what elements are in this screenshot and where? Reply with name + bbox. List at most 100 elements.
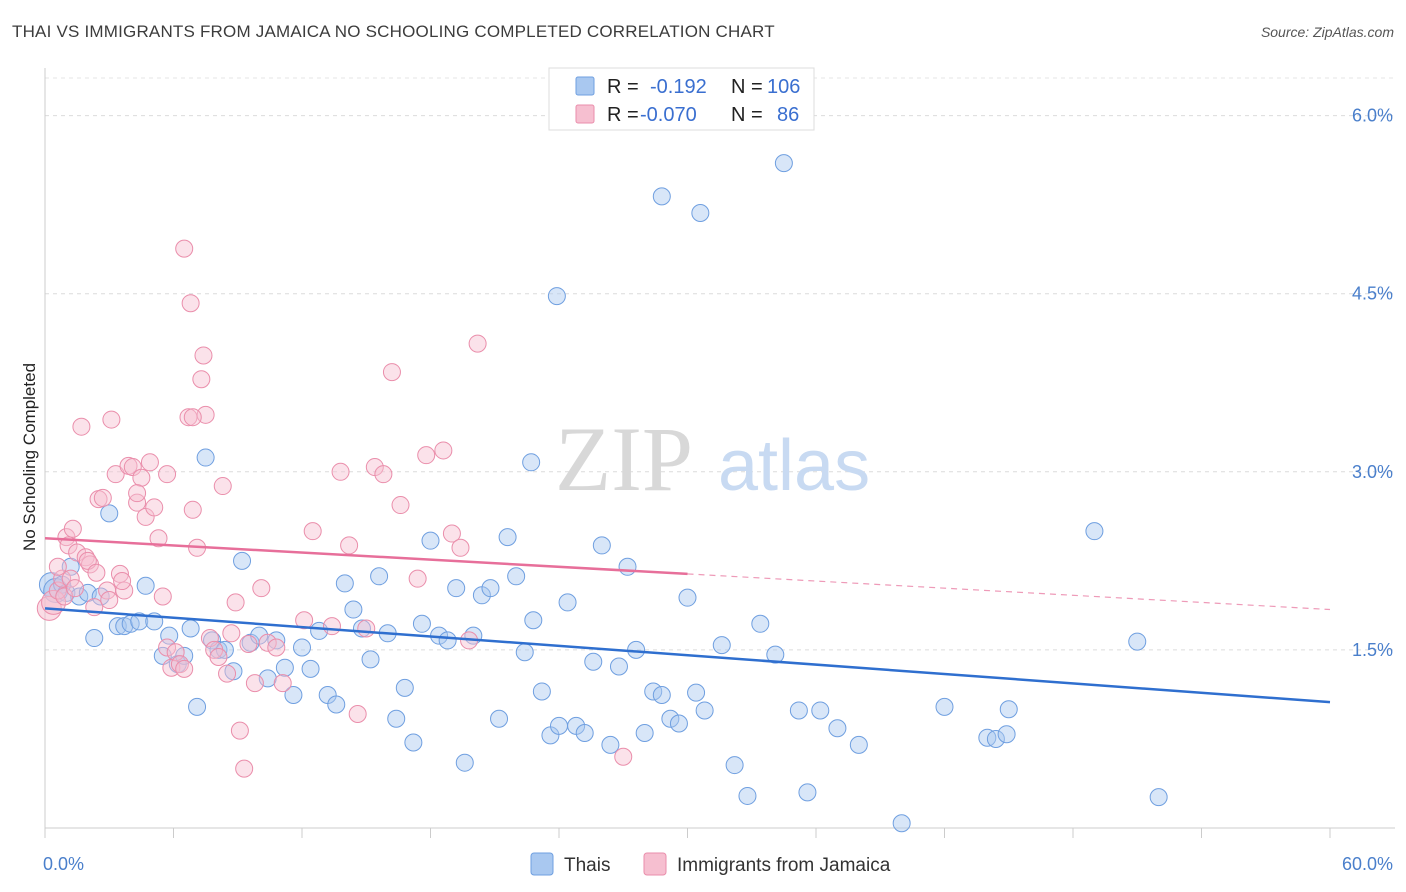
thais-point-34 — [293, 638, 311, 657]
watermark-atlas: atlas — [718, 426, 870, 506]
jamaica-point-84 — [65, 579, 84, 598]
thais-point-96 — [997, 725, 1016, 744]
thais-point-17 — [160, 626, 179, 645]
thais-point-77 — [661, 709, 680, 728]
jamaica-point-25 — [145, 498, 164, 517]
thais-point-42 — [361, 650, 380, 669]
jamaica-point-82 — [48, 557, 67, 576]
legend-r-value-thais: -0.192 — [650, 76, 707, 98]
thais-point-45 — [387, 709, 406, 728]
jamaica-point-46 — [235, 759, 254, 778]
thais-point-14 — [136, 576, 155, 595]
thais-point-58 — [498, 528, 517, 547]
jamaica-point-6 — [63, 519, 82, 538]
thais-point-103 — [691, 203, 710, 222]
jamaica-point-40 — [209, 648, 228, 667]
jamaica-point-32 — [175, 659, 194, 678]
legend-box: R = -0.192 N = 106 R = -0.070 N = 86 — [548, 67, 815, 131]
trend-line-jamaica-extension — [687, 573, 1331, 611]
jamaica-point-68 — [451, 538, 470, 557]
jamaica-point-55 — [322, 617, 341, 636]
jamaica-point-85 — [87, 563, 106, 582]
thais-point-92 — [892, 814, 911, 833]
series-jamaica-points — [36, 239, 633, 778]
thais-point-47 — [404, 733, 423, 752]
thais-point-67 — [575, 724, 594, 743]
legend-swatch-jamaica — [575, 104, 595, 124]
y-axis-label: No Schooling Completed — [20, 363, 39, 551]
legend-n-value-jamaica: 86 — [777, 104, 799, 126]
trend-lines — [44, 537, 1331, 704]
legend-r-label-thais: R = — [607, 76, 639, 98]
thais-point-60 — [515, 643, 534, 662]
legend-n-label-jamaica: N = — [731, 104, 763, 126]
legend-r-label-jamaica: R = — [607, 104, 639, 126]
thais-point-38 — [327, 695, 346, 714]
jamaica-point-54 — [303, 522, 322, 541]
thais-point-104 — [547, 287, 566, 306]
thais-point-20 — [181, 619, 200, 638]
watermark-zip: ZIP — [555, 408, 693, 510]
thais-point-97 — [999, 700, 1018, 719]
thais-point-25 — [215, 640, 234, 659]
y-tick-label-2: 4.5% — [1352, 284, 1393, 304]
thais-point-43 — [370, 567, 389, 586]
thais-point-64 — [550, 716, 568, 735]
bottom-legend-swatch-thais — [530, 852, 554, 876]
jamaica-point-52 — [273, 674, 292, 693]
jamaica-point-62 — [382, 363, 401, 382]
jamaica-point-72 — [175, 239, 194, 258]
thais-point-56 — [481, 579, 500, 598]
thais-point-84 — [738, 786, 757, 805]
thais-point-52 — [447, 579, 466, 598]
thais-point-65 — [558, 593, 577, 612]
thais-point-80 — [687, 683, 706, 702]
y-tick-label-3: 6.0% — [1352, 106, 1393, 126]
jamaica-point-78 — [61, 569, 80, 588]
thais-point-72 — [618, 557, 637, 576]
thais-point-90 — [828, 719, 847, 738]
jamaica-point-49 — [252, 579, 271, 598]
thais-point-87 — [789, 701, 808, 720]
thais-point-85 — [751, 614, 770, 633]
bottom-legend-label-thais: Thais — [564, 855, 610, 876]
bottom-legend-swatch-jamaica — [643, 852, 667, 876]
thais-point-7 — [85, 629, 104, 648]
chart-source: Source: ZipAtlas.com — [1260, 24, 1394, 40]
jamaica-point-56 — [331, 462, 350, 481]
thais-point-76 — [652, 686, 671, 705]
trend-line-thais — [44, 607, 1331, 704]
thais-point-40 — [344, 600, 363, 619]
jamaica-point-50 — [258, 633, 277, 652]
jamaica-point-16 — [106, 465, 125, 484]
jamaica-point-64 — [408, 569, 427, 588]
thais-point-79 — [678, 588, 697, 607]
thais-point-78 — [669, 714, 688, 733]
thais-point-70 — [601, 735, 620, 754]
jamaica-point-66 — [434, 441, 453, 460]
thais-point-35 — [301, 659, 320, 678]
trend-line-jamaica — [44, 537, 688, 576]
thais-point-82 — [712, 636, 731, 655]
jamaica-point-77 — [128, 484, 147, 503]
legend-swatch-thais — [575, 76, 595, 96]
jamaica-point-80 — [100, 591, 119, 610]
thais-point-33 — [284, 686, 303, 705]
jamaica-point-71 — [614, 747, 633, 766]
jamaica-point-53 — [295, 611, 314, 630]
jamaica-point-15 — [102, 410, 121, 429]
thais-point-9 — [100, 504, 119, 523]
thais-point-27 — [233, 551, 252, 570]
bottom-legend-label-jamaica: Immigrants from Jamaica — [677, 855, 891, 876]
thais-point-48 — [412, 614, 431, 633]
x-tick-label-1: 60.0% — [1342, 854, 1393, 874]
jamaica-point-17 — [110, 564, 129, 583]
thais-point-91 — [849, 735, 868, 754]
jamaica-point-43 — [222, 624, 241, 643]
legend-n-label-thais: N = — [731, 76, 763, 98]
thais-point-93 — [935, 697, 954, 716]
jamaica-point-36 — [192, 370, 211, 389]
thais-point-49 — [421, 531, 440, 550]
thais-point-99 — [1128, 632, 1147, 651]
